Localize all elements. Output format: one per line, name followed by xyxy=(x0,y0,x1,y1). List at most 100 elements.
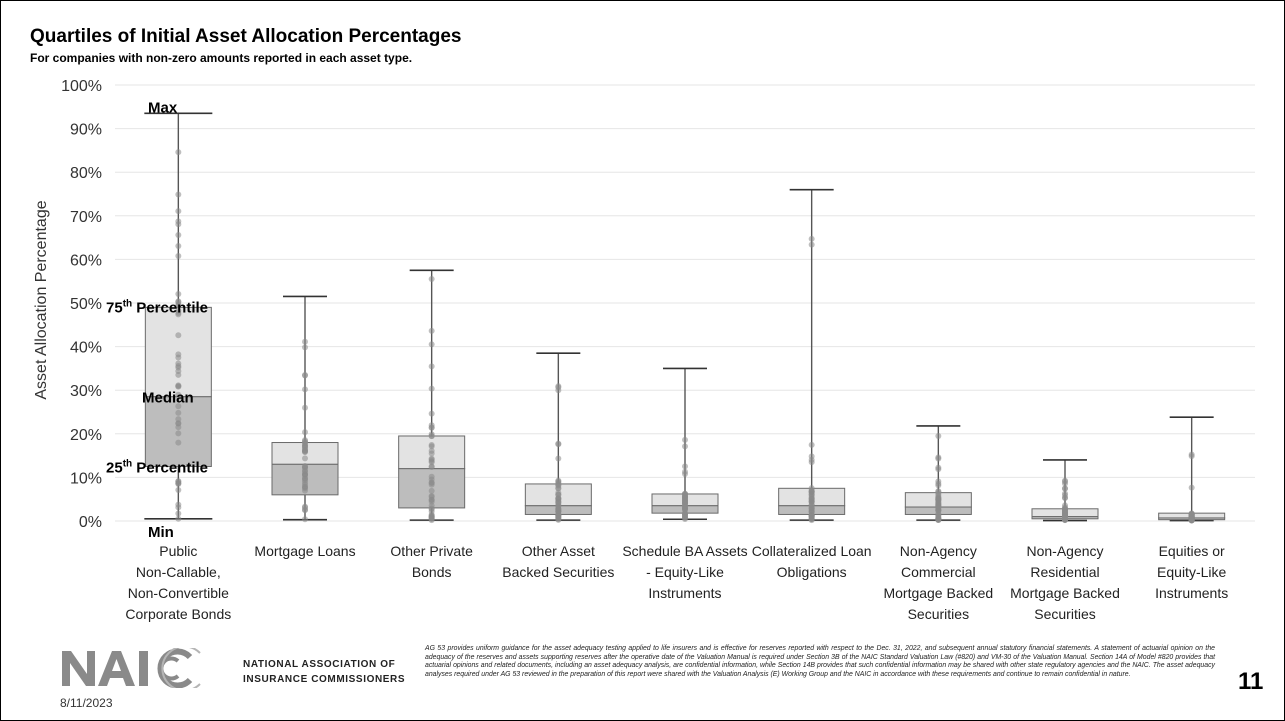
data-point xyxy=(428,341,435,348)
data-point xyxy=(808,241,815,248)
data-point xyxy=(175,403,182,410)
data-point xyxy=(808,456,815,463)
x-category-label: Equity-Like xyxy=(1157,564,1226,580)
data-point xyxy=(555,479,562,486)
x-category-label: Non-Convertible xyxy=(128,585,229,601)
data-point xyxy=(302,344,308,351)
data-point xyxy=(302,503,308,510)
data-point xyxy=(175,208,182,215)
logo-text: NATIONAL ASSOCIATION OF INSURANCE COMMIS… xyxy=(243,657,405,687)
data-point xyxy=(935,507,942,514)
data-point xyxy=(175,253,182,260)
data-point xyxy=(935,478,942,485)
data-point xyxy=(175,487,182,494)
data-point xyxy=(682,463,688,470)
q3-annotation: 75th Percentile xyxy=(106,298,208,316)
x-category-label: Non-Agency xyxy=(1026,543,1103,559)
y-tick-label: 40% xyxy=(70,340,102,357)
data-point xyxy=(175,481,182,488)
data-point xyxy=(555,503,562,510)
median-annotation: Median xyxy=(142,390,194,407)
x-category-label: Bonds xyxy=(412,564,452,580)
q1-annotation: 25th Percentile xyxy=(106,459,208,477)
data-point xyxy=(555,512,562,519)
data-point xyxy=(175,515,182,522)
data-point xyxy=(175,332,182,339)
data-point xyxy=(302,444,308,451)
data-point xyxy=(1062,485,1068,492)
data-point xyxy=(302,484,308,491)
x-category-label: Instruments xyxy=(648,585,721,601)
data-point xyxy=(175,420,182,427)
data-point xyxy=(175,191,182,198)
data-point xyxy=(555,489,562,496)
x-category-label: Collateralized Loan xyxy=(752,543,872,559)
data-point xyxy=(428,515,435,522)
data-point xyxy=(935,502,942,509)
x-category-label: Non-Callable, xyxy=(136,564,221,580)
data-point xyxy=(1062,516,1068,523)
data-point xyxy=(428,447,435,454)
data-point xyxy=(555,455,562,462)
data-point xyxy=(555,387,562,394)
data-point xyxy=(302,429,308,436)
chart-subtitle: For companies with non-zero amounts repo… xyxy=(30,51,413,65)
data-point xyxy=(302,404,308,411)
data-point xyxy=(175,368,182,375)
data-point xyxy=(175,362,182,369)
data-point xyxy=(682,512,688,519)
data-point xyxy=(808,516,815,523)
data-point xyxy=(428,432,435,439)
data-point xyxy=(175,218,182,225)
data-point xyxy=(302,338,308,345)
naic-logo-icon xyxy=(62,648,201,688)
y-tick-label: 50% xyxy=(70,296,102,313)
data-point xyxy=(428,327,435,334)
data-point xyxy=(808,235,815,242)
data-point xyxy=(428,473,435,480)
y-tick-label: 0% xyxy=(79,514,102,531)
x-category-label: Mortgage Backed xyxy=(883,585,993,601)
logo-text-line1: NATIONAL ASSOCIATION OF xyxy=(243,659,396,670)
data-point xyxy=(1188,512,1195,519)
logo-text-line2: INSURANCE COMMISSIONERS xyxy=(243,674,406,685)
chart-title: Quartiles of Initial Asset Allocation Pe… xyxy=(30,26,462,47)
data-point xyxy=(428,410,435,417)
x-category-label: Residential xyxy=(1030,564,1099,580)
x-category-label: Schedule BA Assets xyxy=(622,543,747,559)
data-point xyxy=(555,499,562,506)
x-category-label: Mortgage Loans xyxy=(254,543,355,559)
data-point xyxy=(302,386,308,393)
footer-date: 8/11/2023 xyxy=(60,696,113,710)
data-point xyxy=(302,439,308,446)
data-point xyxy=(555,440,562,447)
data-point xyxy=(935,433,942,440)
data-point xyxy=(428,275,435,282)
data-point xyxy=(175,243,182,250)
data-point xyxy=(175,501,182,508)
data-point xyxy=(175,416,182,423)
data-point xyxy=(175,510,182,517)
x-category-label: Other Private xyxy=(390,543,473,559)
y-tick-label: 60% xyxy=(70,252,102,269)
data-point xyxy=(1062,492,1068,499)
data-point xyxy=(428,505,435,512)
data-point xyxy=(555,494,562,501)
data-point xyxy=(808,488,815,495)
data-point xyxy=(808,492,815,499)
data-point xyxy=(1188,451,1195,458)
data-point xyxy=(935,516,942,523)
data-point xyxy=(428,363,435,370)
y-tick-label: 100% xyxy=(61,78,102,95)
page-number: 11 xyxy=(1238,668,1264,695)
x-category-label: Public xyxy=(159,543,197,559)
data-point xyxy=(682,471,688,478)
data-point xyxy=(428,481,435,488)
data-point xyxy=(302,455,308,462)
x-category-label: Other Asset xyxy=(522,543,595,559)
data-point xyxy=(935,482,942,489)
data-point xyxy=(682,499,688,506)
y-tick-label: 10% xyxy=(70,470,102,487)
min-annotation: Min xyxy=(148,524,174,541)
data-point xyxy=(175,149,182,156)
